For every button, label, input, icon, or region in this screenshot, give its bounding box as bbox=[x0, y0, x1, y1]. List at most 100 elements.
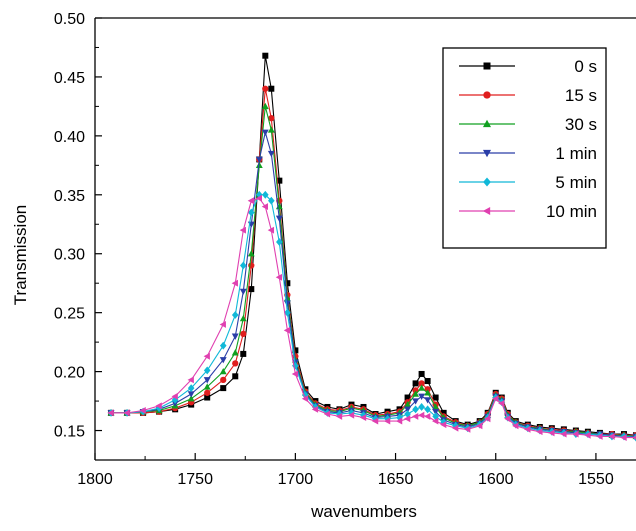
data-point bbox=[418, 393, 426, 400]
legend-entry: 1 min bbox=[459, 144, 597, 163]
data-point bbox=[220, 376, 227, 384]
y-tick-label: 0.40 bbox=[54, 129, 85, 146]
data-point bbox=[424, 412, 431, 420]
data-point bbox=[418, 411, 425, 419]
data-point bbox=[204, 389, 211, 396]
data-point bbox=[203, 352, 210, 360]
data-point bbox=[560, 430, 567, 438]
x-tick-label: 1700 bbox=[278, 471, 314, 488]
data-point bbox=[231, 279, 238, 287]
data-point bbox=[240, 350, 247, 357]
data-point bbox=[323, 410, 331, 418]
data-point bbox=[452, 421, 459, 430]
legend-marker bbox=[483, 177, 491, 187]
data-point bbox=[187, 395, 195, 402]
data-point bbox=[452, 424, 459, 432]
data-point bbox=[335, 412, 343, 420]
data-point bbox=[275, 215, 283, 222]
data-point bbox=[219, 368, 227, 375]
data-point bbox=[291, 370, 299, 378]
data-point bbox=[301, 395, 309, 403]
data-point bbox=[395, 417, 403, 425]
data-point bbox=[261, 129, 269, 136]
data-point bbox=[424, 405, 431, 414]
data-point bbox=[418, 403, 425, 411]
data-point bbox=[187, 384, 195, 393]
data-point bbox=[187, 391, 195, 398]
legend-label: 15 s bbox=[565, 86, 597, 105]
legend-box bbox=[442, 47, 607, 249]
data-point bbox=[432, 417, 439, 425]
data-point bbox=[283, 326, 291, 334]
data-point bbox=[231, 311, 239, 319]
data-point bbox=[262, 85, 269, 92]
data-point bbox=[383, 417, 391, 425]
data-point bbox=[396, 413, 403, 422]
x-axis-title: wavenumbers bbox=[310, 502, 417, 521]
data-point bbox=[632, 435, 636, 440]
data-point bbox=[231, 333, 239, 340]
data-point bbox=[262, 190, 269, 199]
data-point bbox=[347, 411, 355, 419]
legend-marker bbox=[482, 119, 492, 128]
legend-marker bbox=[482, 149, 492, 158]
data-point bbox=[292, 361, 299, 370]
data-point bbox=[203, 377, 211, 384]
data-point bbox=[219, 321, 226, 328]
data-point bbox=[276, 177, 283, 184]
data-point bbox=[275, 273, 283, 281]
data-point bbox=[620, 434, 627, 442]
data-point bbox=[203, 366, 211, 375]
y-axis-title: Transmission bbox=[11, 205, 30, 305]
data-point bbox=[268, 85, 275, 92]
data-point bbox=[311, 405, 319, 413]
data-point bbox=[239, 288, 247, 296]
legend: 0 s 15 s 30 s 1 min 5 min 10 min bbox=[442, 47, 607, 249]
data-point bbox=[171, 392, 178, 400]
data-point bbox=[412, 405, 419, 414]
data-point bbox=[171, 400, 179, 408]
data-point bbox=[247, 208, 255, 217]
data-point bbox=[424, 378, 431, 385]
data-point bbox=[247, 250, 255, 257]
data-point bbox=[359, 414, 367, 422]
data-point bbox=[155, 402, 162, 410]
data-point bbox=[548, 429, 555, 437]
data-point bbox=[572, 430, 579, 438]
x-tick-label: 1600 bbox=[478, 471, 514, 488]
data-point bbox=[240, 330, 247, 338]
data-point bbox=[432, 408, 440, 416]
legend-marker bbox=[483, 91, 491, 99]
data-point bbox=[596, 432, 603, 440]
y-tick-label: 0.35 bbox=[54, 188, 85, 205]
data-point bbox=[424, 397, 432, 404]
data-point bbox=[220, 385, 227, 392]
data-point bbox=[239, 226, 246, 234]
data-point bbox=[412, 398, 420, 405]
data-point bbox=[284, 280, 291, 287]
data-point bbox=[584, 431, 591, 439]
data-point bbox=[255, 161, 263, 169]
data-point bbox=[348, 408, 355, 417]
data-point bbox=[283, 300, 291, 307]
legend-entry: 15 s bbox=[459, 86, 597, 105]
data-point bbox=[412, 380, 419, 387]
y-tick-label: 0.20 bbox=[54, 365, 85, 382]
data-point bbox=[403, 415, 411, 423]
data-point bbox=[255, 156, 263, 164]
legend-label: 1 min bbox=[555, 144, 597, 163]
legend-entry: 30 s bbox=[459, 115, 597, 134]
legend-label: 0 s bbox=[574, 57, 597, 76]
data-point bbox=[504, 415, 511, 423]
data-point bbox=[371, 417, 379, 425]
data-point bbox=[268, 196, 275, 205]
data-point bbox=[476, 422, 483, 430]
data-point bbox=[440, 409, 447, 416]
data-point bbox=[432, 394, 439, 401]
data-point bbox=[231, 349, 239, 356]
data-point bbox=[262, 52, 269, 59]
x-tick-label: 1800 bbox=[77, 471, 113, 488]
data-point bbox=[232, 373, 239, 380]
y-tick-label: 0.15 bbox=[54, 424, 85, 441]
data-point bbox=[171, 395, 179, 404]
